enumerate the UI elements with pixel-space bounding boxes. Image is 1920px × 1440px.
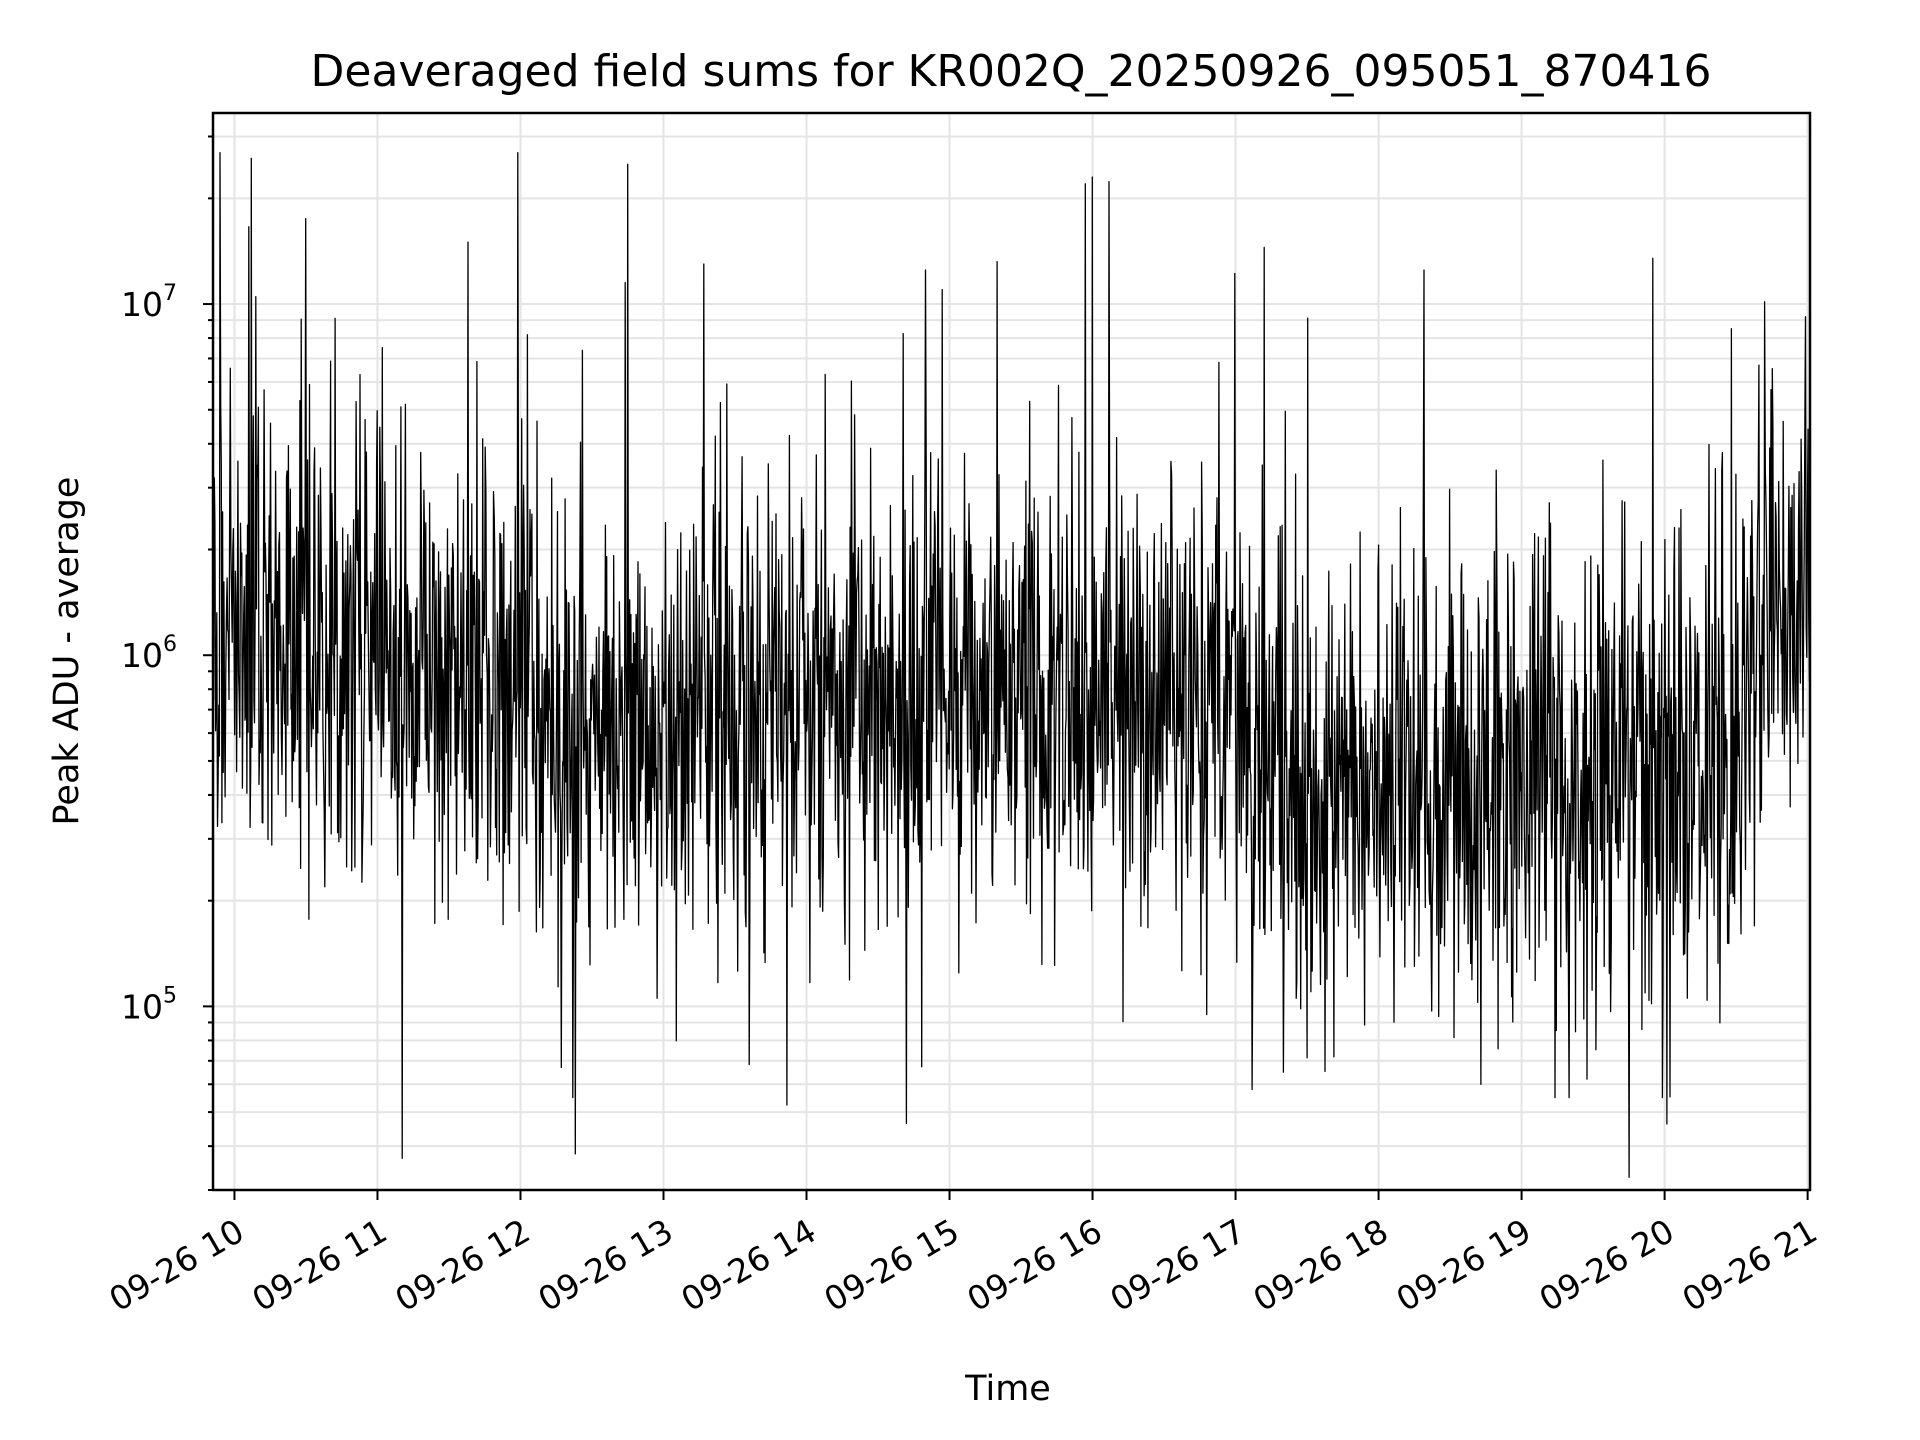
- y-tick-label: 106: [121, 632, 177, 675]
- x-tick-label: 09-26 16: [961, 1211, 1109, 1319]
- y-tick-label-exponent: 5: [163, 983, 177, 1008]
- y-axis-label: Peak ADU - average: [47, 477, 87, 826]
- x-tick-label: 09-26 17: [1104, 1211, 1252, 1319]
- y-tick-label-base: 10: [121, 285, 163, 324]
- y-tick-label: 107: [121, 281, 177, 324]
- y-tick-label: 105: [121, 983, 177, 1026]
- x-tick-label: 09-26 10: [102, 1211, 250, 1319]
- plot-frame: [211, 111, 1812, 1192]
- x-tick-label: 09-26 13: [532, 1211, 680, 1319]
- x-tick-label: 09-26 21: [1676, 1211, 1824, 1319]
- x-tick-label: 09-26 12: [388, 1211, 536, 1319]
- series-layer: [212, 151, 1811, 1178]
- y-tick-label-exponent: 6: [163, 632, 177, 657]
- series-line: [212, 151, 1811, 1178]
- x-tick-label: 09-26 20: [1533, 1211, 1681, 1319]
- y-tick-label-exponent: 7: [163, 281, 177, 306]
- x-tick-label: 09-26 18: [1247, 1211, 1395, 1319]
- chart-title: Deaveraged field sums for KR002Q_2025092…: [311, 46, 1712, 97]
- x-tick-label: 09-26 15: [818, 1211, 966, 1319]
- y-tick-label-base: 10: [121, 987, 163, 1026]
- y-tick-label-base: 10: [121, 636, 163, 675]
- x-tick-label: 09-26 11: [245, 1211, 393, 1319]
- x-axis-label: Time: [964, 1369, 1051, 1409]
- x-tick-label: 09-26 14: [675, 1211, 823, 1319]
- x-tick-label: 09-26 19: [1390, 1211, 1538, 1319]
